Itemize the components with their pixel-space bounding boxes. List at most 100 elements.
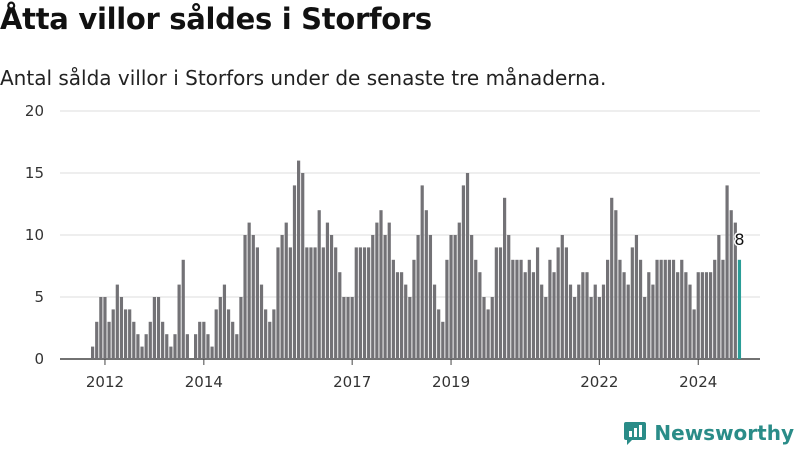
bar — [709, 272, 713, 359]
bar — [198, 321, 202, 359]
bar — [325, 222, 330, 359]
bar — [519, 259, 523, 359]
bar — [400, 272, 404, 359]
bar — [173, 334, 177, 359]
bar — [119, 297, 124, 359]
bar — [445, 259, 449, 359]
bar — [676, 272, 680, 359]
bar — [667, 259, 671, 359]
bar — [729, 210, 733, 359]
bar — [280, 235, 284, 359]
bar — [321, 247, 325, 359]
bar — [346, 297, 350, 359]
bar — [651, 284, 655, 359]
bar — [696, 272, 700, 359]
bar — [276, 247, 280, 359]
bar — [540, 284, 544, 359]
chart-subtitle: Antal sålda villor i Storfors under de s… — [0, 66, 607, 90]
bar — [222, 284, 227, 359]
bar — [614, 210, 618, 359]
bar — [515, 259, 519, 359]
bar — [408, 297, 412, 359]
bar — [663, 259, 667, 359]
bar — [573, 297, 577, 359]
bar — [103, 297, 107, 359]
bar — [700, 272, 704, 359]
bar — [535, 247, 540, 359]
bar — [226, 309, 231, 359]
bar — [638, 259, 643, 359]
bar — [387, 222, 391, 359]
bar — [132, 321, 136, 359]
x-axis: 2012 2014 2017 2019 2022 2024 — [86, 359, 717, 391]
bar — [165, 334, 169, 359]
bar — [169, 346, 173, 359]
bar — [494, 247, 498, 359]
bar — [329, 235, 334, 359]
y-tick-label: 20 — [25, 102, 44, 120]
bar — [231, 321, 235, 359]
bar — [288, 247, 292, 359]
bar — [177, 284, 181, 359]
bar — [91, 346, 95, 359]
bar — [214, 309, 218, 359]
bar — [486, 309, 490, 359]
bar — [305, 247, 309, 359]
bar — [713, 259, 717, 359]
bar — [264, 309, 268, 359]
bar — [128, 309, 132, 359]
bar — [733, 222, 737, 359]
bar — [523, 272, 527, 359]
bar — [350, 297, 354, 359]
bar — [704, 272, 709, 359]
bar — [684, 272, 688, 359]
last-bar-label: 8 — [734, 230, 744, 249]
bar — [395, 272, 400, 359]
x-tick-label: 2017 — [333, 373, 371, 391]
bar — [601, 284, 606, 359]
y-tick-label: 0 — [34, 350, 44, 368]
bar — [268, 321, 272, 359]
bar — [367, 247, 371, 359]
bar — [297, 160, 301, 359]
bar — [622, 272, 626, 359]
bar — [453, 235, 457, 359]
bar — [548, 259, 552, 359]
bar — [375, 222, 379, 359]
bar — [185, 334, 189, 359]
bar — [606, 259, 610, 359]
bar — [123, 309, 128, 359]
bar — [136, 334, 140, 359]
bar — [358, 247, 362, 359]
bar — [478, 272, 482, 359]
bar-chart: 0 5 10 15 20 2012 2014 2017 2019 2022 2024 8 — [25, 102, 760, 391]
bar — [737, 259, 742, 359]
bar — [725, 185, 729, 359]
bar — [251, 235, 255, 359]
bar — [243, 235, 247, 359]
bar — [503, 197, 507, 359]
x-tick-label: 2019 — [432, 373, 470, 391]
bar — [152, 297, 156, 359]
bar — [511, 259, 515, 359]
bar — [301, 173, 305, 359]
bar — [313, 247, 317, 359]
bar — [634, 235, 639, 359]
bar — [610, 197, 614, 359]
bar — [581, 272, 585, 359]
bar — [235, 334, 239, 359]
bar — [181, 259, 185, 359]
bar — [544, 297, 548, 359]
brand-name: Newsworthy — [654, 421, 794, 445]
bar — [239, 297, 243, 359]
bar — [99, 297, 103, 359]
bar — [552, 272, 556, 359]
bar — [334, 247, 338, 359]
bar — [630, 247, 634, 359]
bar — [292, 185, 297, 359]
bar — [597, 297, 601, 359]
bar — [437, 309, 441, 359]
y-axis: 0 5 10 15 20 — [25, 102, 44, 368]
bar — [156, 297, 161, 359]
bar — [218, 297, 222, 359]
